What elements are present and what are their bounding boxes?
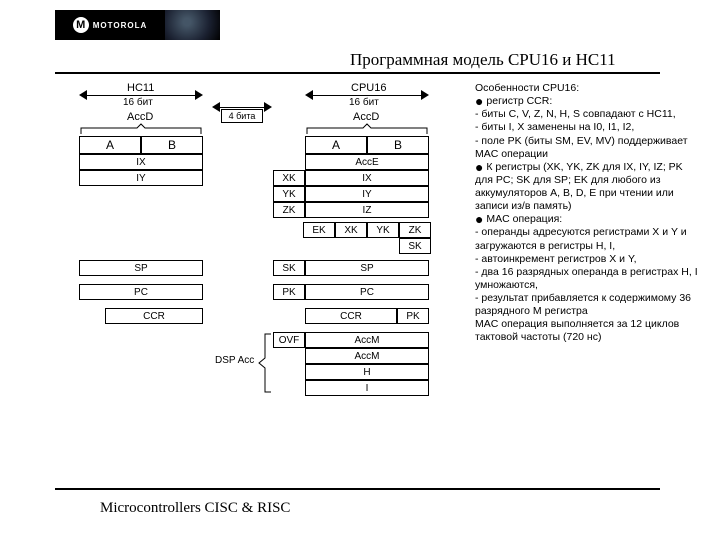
desc-line: - биты C, V, Z, N, H, S совпадают с HC11… [475,108,700,121]
cpu16-yk2: YK [367,222,399,238]
cpu16-zk2: ZK [399,222,431,238]
arrow-left-icon [212,102,220,112]
logo-globe-icon [165,10,220,40]
desc-line: - поле PK (биты SM, EV, MV) поддерживает… [475,135,700,161]
description: Особенности CPU16: ● регистр CCR: - биты… [475,82,700,345]
cpu16-ovf: OVF [273,332,305,348]
cpu16-sk: SK [273,260,305,276]
hc11-pc: PC [79,284,203,300]
cpu16-ek: EK [303,222,335,238]
hc11-sp: SP [79,260,203,276]
cpu16-i: I [305,380,429,396]
desc-text: К регистры (XK, YK, ZK для IX, IY, IZ; P… [475,161,683,212]
desc-line: Особенности CPU16: [475,82,700,95]
logo-mark: M [73,17,89,33]
ext-line [220,107,264,108]
hc11-label: HC11 [127,82,154,94]
cpu16-zk: ZK [273,202,305,218]
desc-line: ● MAC операция: [475,213,700,226]
cpu16-iz: IZ [305,202,429,218]
arrow-right-icon [421,90,429,100]
cpu16-accm1: AccM [305,332,429,348]
logo-text: MOTOROLA [93,21,148,30]
cpu16-b: B [367,136,429,154]
hc11-b: B [141,136,203,154]
cpu16-sk-top: SK [399,238,431,254]
desc-line: - биты I, X заменены на I0, I1, I2, [475,121,700,134]
arrow-left-icon [79,90,87,100]
logo-bar: M MOTOROLA [55,10,220,40]
desc-line: - два 16 разрядных операнда в регистрах … [475,266,700,292]
footer: Microcontrollers CISC & RISC [100,500,290,517]
hc11-width-line [87,95,195,96]
ext4-label: 4 бита [221,109,263,123]
cpu16-acce: AccE [305,154,429,170]
hc11-a: A [79,136,141,154]
arrow-left-icon [305,90,313,100]
arrow-right-icon [264,102,272,112]
cpu16-pk2: PK [397,308,429,324]
cpu16-xk2: XK [335,222,367,238]
cpu16-iy: IY [305,186,429,202]
desc-line: - автоинкремент регистров X и Y, [475,253,700,266]
hc11-iy: IY [79,170,203,186]
cpu16-xk: XK [273,170,305,186]
cpu16-ix: IX [305,170,429,186]
desc-line: MAC операция выполняется за 12 циклов та… [475,318,700,344]
divider-bottom [55,488,660,490]
cpu16-pc: PC [305,284,429,300]
brace-vert-icon [257,332,273,394]
cpu16-ccr: CCR [305,308,397,324]
cpu16-sp: SP [305,260,429,276]
hc11-width: 16 бит [123,97,153,108]
arrow-right-icon [195,90,203,100]
cpu16-width: 16 бит [349,97,379,108]
desc-text: MAC операция: [486,213,562,225]
cpu16-h: H [305,364,429,380]
cpu16-pk: PK [273,284,305,300]
desc-line: ● регистр CCR: [475,95,700,108]
desc-text: регистр CCR: [486,95,552,107]
desc-line: ● К регистры (XK, YK, ZK для IX, IY, IZ;… [475,161,700,214]
desc-line: - результат прибавляется к содержимому 3… [475,292,700,318]
page-title: Программная модель CPU16 и HC11 [350,50,616,70]
cpu16-width-line [313,95,421,96]
logo-brand: M MOTOROLA [55,10,165,40]
desc-line: - операнды адресуются регистрами X и Y и… [475,226,700,252]
divider-top [55,72,660,74]
cpu16-accm2: AccM [305,348,429,364]
hc11-ix: IX [79,154,203,170]
cpu16-yk: YK [273,186,305,202]
cpu16-a: A [305,136,367,154]
hc11-ccr: CCR [105,308,203,324]
brace-icon [79,122,203,136]
brace-icon [305,122,429,136]
dsp-label: DSP Acc [215,355,254,366]
cpu16-label: CPU16 [351,82,386,94]
